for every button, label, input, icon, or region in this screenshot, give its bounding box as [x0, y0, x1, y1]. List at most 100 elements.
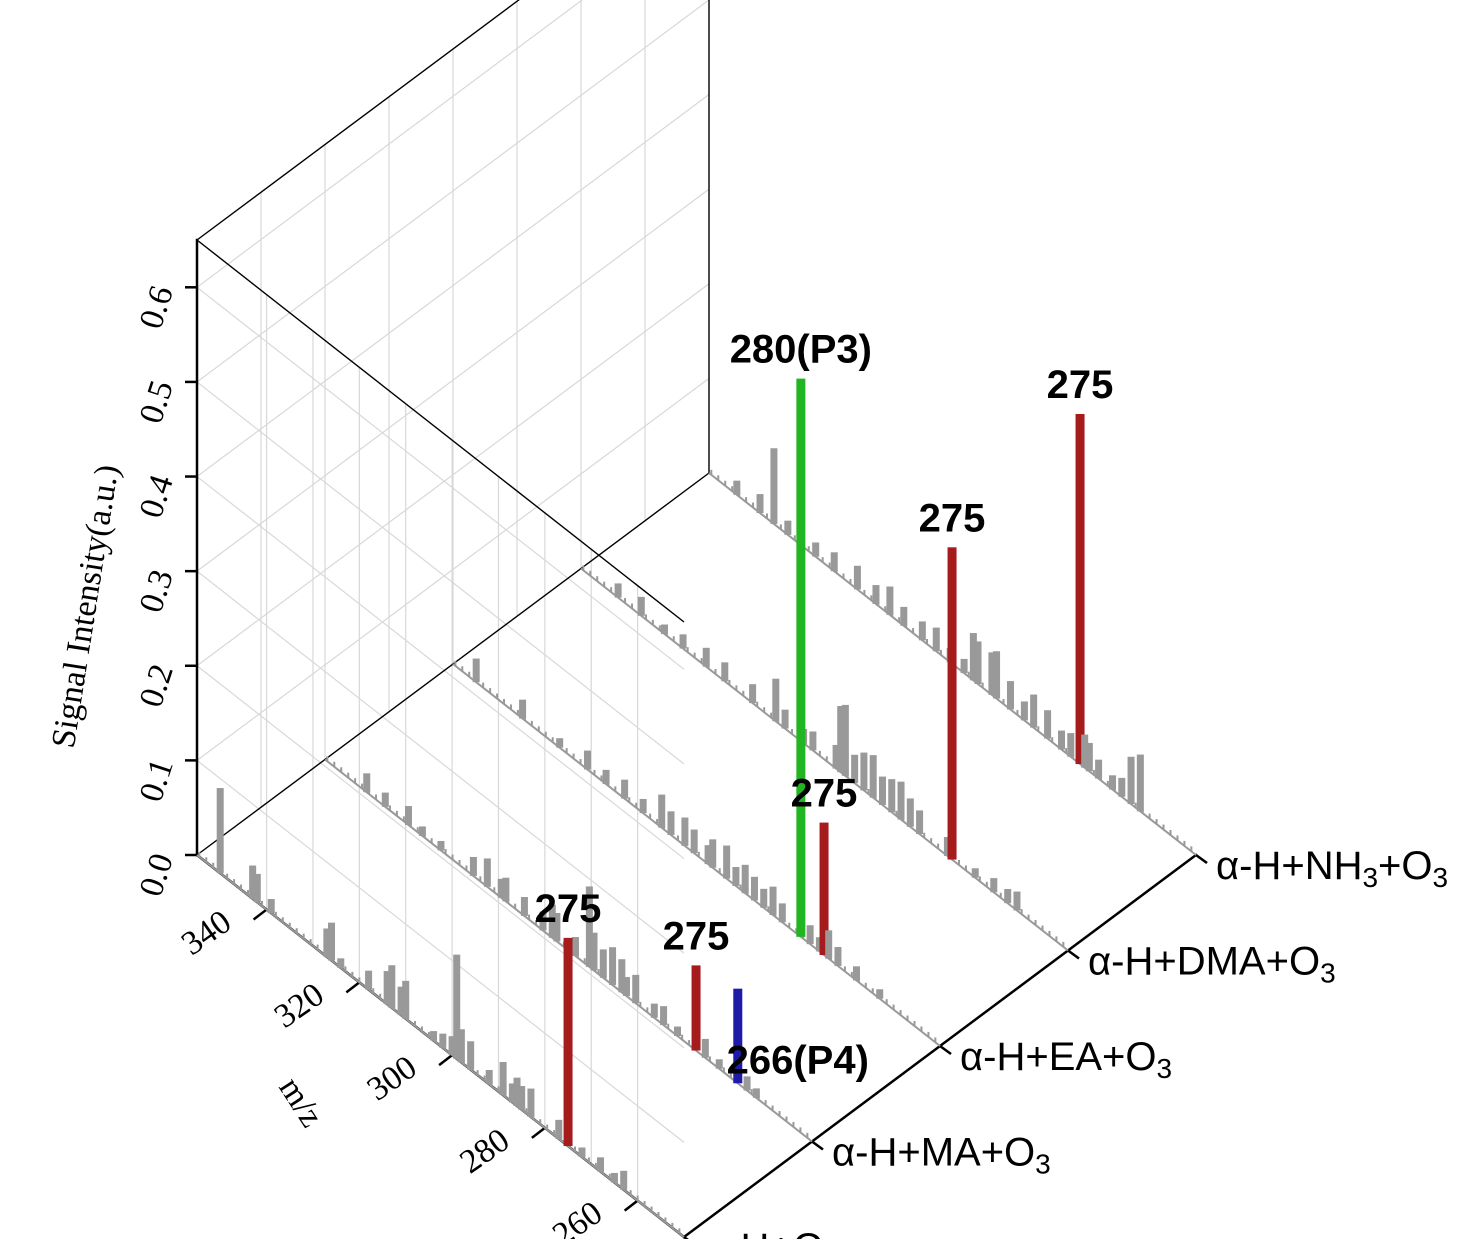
peak-bar — [834, 947, 842, 966]
peak-bar — [499, 1061, 507, 1096]
peak-bar — [1109, 775, 1117, 790]
peak-bar — [974, 641, 982, 685]
peak-label: 275 — [535, 887, 602, 931]
peak-bar — [253, 873, 261, 903]
peak-bar — [990, 878, 998, 893]
peak-bar — [388, 965, 396, 1008]
peak-bar — [430, 1031, 438, 1041]
peak-bar — [502, 877, 510, 902]
peak-bar — [743, 1076, 751, 1091]
peak-bar — [555, 1119, 563, 1139]
peak-bar — [658, 794, 666, 828]
peak-bar — [363, 773, 371, 793]
peak-bar — [527, 1088, 535, 1117]
peak-bar — [853, 966, 861, 981]
peak-bar — [404, 806, 412, 825]
series-label-text: α-H+MA+O — [832, 1131, 1035, 1175]
peak-bar — [679, 634, 687, 649]
peak-bar — [851, 754, 859, 784]
peak-bar — [418, 826, 426, 836]
peak-bar — [1136, 754, 1144, 812]
peak-bar — [969, 633, 977, 681]
peak-bar — [337, 958, 345, 968]
peak-bar — [702, 647, 710, 667]
peak-bar — [878, 776, 886, 805]
peak-bar — [1030, 694, 1038, 728]
peak-bar — [1127, 756, 1135, 805]
series-label: α-H+DMA+O3 — [1088, 940, 1336, 989]
peak-bar — [553, 913, 561, 942]
intensity-tick-label: 0.3 — [133, 565, 181, 617]
peak-bar — [437, 840, 445, 851]
series-label-text: α-H+O — [704, 1226, 824, 1239]
peak-bar — [1006, 681, 1014, 710]
peak-bar — [520, 897, 528, 916]
peak-bar — [597, 1157, 605, 1172]
highlight-peak-bar — [796, 378, 806, 937]
peak-bar — [556, 738, 564, 748]
peak-bar — [539, 911, 547, 931]
peak-bar — [1057, 730, 1065, 750]
peak-bar — [723, 845, 731, 879]
peak-bar — [960, 658, 968, 674]
peak-bar — [825, 930, 833, 959]
chart-gridlines — [196, 0, 710, 1201]
series-label: α-H+NH3+O3 — [1216, 844, 1448, 893]
peak-bar — [932, 627, 940, 652]
peak-bar — [632, 974, 640, 1004]
peak-bar — [778, 903, 786, 923]
peak-bar — [402, 980, 410, 1019]
series-label-subscript: 3 — [1035, 1149, 1051, 1180]
peak-bar — [216, 788, 224, 874]
series-tick — [811, 1140, 824, 1151]
peak-bar — [483, 858, 491, 887]
peak-bar — [618, 959, 626, 993]
peak-bar — [876, 989, 884, 999]
peak-bar — [1085, 742, 1093, 772]
peak-bar — [812, 542, 820, 557]
mz-tick — [623, 1199, 639, 1212]
peak-bar — [472, 658, 480, 683]
intensity-axis-title: Signal Intensity(a.u.) — [45, 462, 126, 750]
peak-bar — [1013, 891, 1021, 911]
intensity-tick-label: 0.1 — [133, 755, 181, 807]
peak-label: 266(P4) — [727, 1039, 869, 1083]
peak-bar — [383, 971, 391, 1005]
highlight-peak-bar — [947, 547, 957, 860]
peak-bar — [513, 1077, 521, 1107]
series-label-text: α-H+DMA+O — [1088, 940, 1320, 984]
peak-label: 275 — [919, 496, 986, 540]
peak-bar — [715, 1059, 723, 1069]
peak-bar — [622, 977, 630, 996]
mz-tick-label: 300 — [361, 1049, 424, 1109]
peak-bar — [660, 1006, 668, 1026]
peak-bar — [781, 709, 789, 729]
peak-bar — [457, 1029, 465, 1063]
peak-bar — [690, 829, 698, 854]
peak-bar — [733, 480, 741, 495]
intensity-tick-label: 0.2 — [133, 660, 181, 712]
peak-bar — [637, 596, 645, 616]
series-tick — [939, 1044, 952, 1056]
peak-bar — [749, 684, 757, 704]
peak-bar — [585, 886, 593, 967]
mz-tick-label: 340 — [175, 903, 238, 963]
series-tick — [1195, 853, 1208, 865]
peak-bar — [993, 651, 1001, 699]
peak-bar — [886, 586, 894, 615]
gridline-left-wall-h — [196, 476, 685, 860]
peak-bar — [249, 865, 257, 899]
peak-bar — [900, 606, 908, 626]
peak-bar — [815, 937, 823, 952]
gridline-left-wall-h — [196, 759, 685, 1143]
peak-label: 275 — [663, 914, 730, 958]
peak-annotations: 275 275 275 280(P3) 275 266(P4) 275 — [535, 328, 1114, 1083]
peak-bar — [497, 878, 505, 898]
peak-bar — [323, 928, 331, 957]
highlight-peak-bar — [691, 965, 701, 1051]
peak-bar — [869, 755, 877, 798]
peak-bar — [467, 1041, 475, 1070]
peak-bar — [784, 520, 792, 535]
